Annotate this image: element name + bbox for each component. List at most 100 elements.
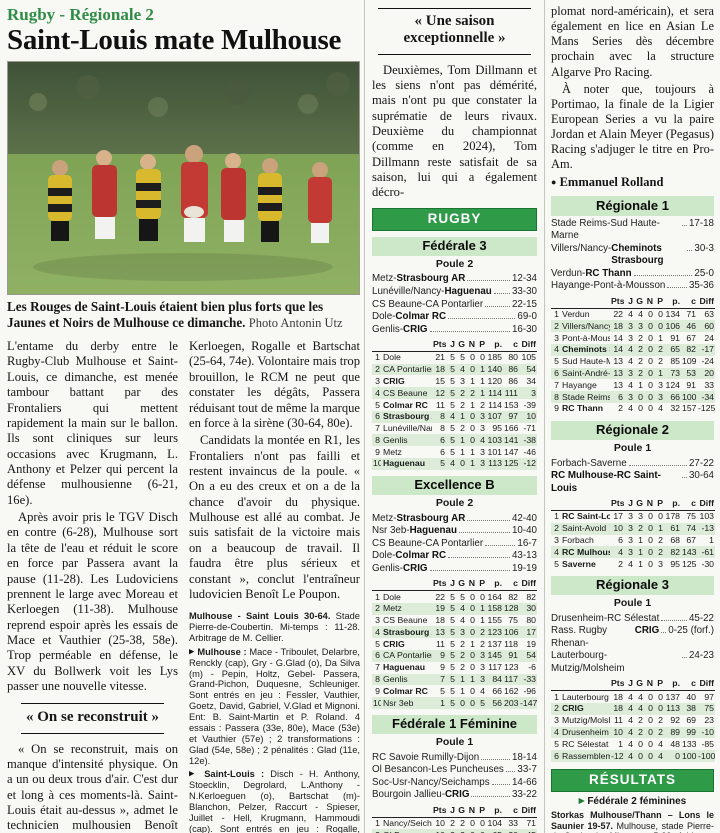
result-line: Lauterbourg-Mutzig/Molsheim 24-23 <box>551 650 714 675</box>
poule-label: Poule 1 <box>613 597 652 610</box>
dot-leader <box>429 330 510 332</box>
team-name: Mulhouse : <box>197 646 247 657</box>
dot-leader <box>485 305 510 307</box>
standings-row: 5 Colmar RC 11 5 2 1 2 114 153 -39 <box>375 399 536 410</box>
lineup-text: Disch - H. Anthony, Stoecklin, Degrolard… <box>189 769 361 833</box>
dot-leader <box>681 224 687 226</box>
result-score: 30-3 <box>694 242 714 254</box>
poule-label: Poule 1 <box>613 441 652 454</box>
result-score: 0-25 (forf.) <box>668 625 714 637</box>
article-body: L'entame du derby entre le Rugby-Club Mu… <box>7 339 360 833</box>
lineups: ▶ Mulhouse : Mace - Triboulet, Delarbre,… <box>189 647 360 833</box>
results-list: Metz- Strasbourg AR 12-34 Lunéville/Nancy- H… <box>372 273 537 336</box>
standings-row: 5 CRIG 11 5 2 1 2 137 118 19 <box>375 638 536 649</box>
result-teams: Lauterbourg-Mutzig/Molsheim <box>551 650 625 674</box>
photo-credit: Photo Antonin Utz <box>248 316 343 331</box>
match-venue: Stade Pierre-de-Coubertin. Mi-temps : 11… <box>189 611 360 643</box>
league-banner: Régionale 1 <box>551 196 714 216</box>
bullet-icon: ● <box>551 177 557 188</box>
standings-row: 6 CA Pontarlier 9 5 2 0 3 145 91 54 <box>372 649 537 662</box>
result-team-bold: Haguenau <box>409 525 457 537</box>
result-teams: Nsr 3eb- <box>372 525 410 537</box>
standings-row: 2 CRIG 18 4 4 0 0 113 38 75 <box>551 702 715 715</box>
match-score: Mulhouse - Saint Louis 30-64. <box>189 611 331 622</box>
standings-row: 2 Saint-Avold 10 3 2 0 1 61 74 -13 <box>551 522 715 535</box>
standings-row: 1RC Saint-Louis17330017875103 <box>554 511 714 522</box>
result-line: Hayange-Pont-à-Mousson 35-36 <box>551 280 714 293</box>
standings-row: 6Rassemblement Rugby Rhenan-1240040100-1… <box>551 750 715 762</box>
triangle-bullet-icon: ▶ <box>189 648 195 656</box>
rugby-ball <box>184 206 204 219</box>
page-title: Saint-Louis mate Mulhouse <box>7 23 342 56</box>
result-teams: Ol Besancon-Les Puncheuses <box>372 764 504 776</box>
byline: ● Emmanuel Rolland <box>551 175 664 190</box>
result-score: 22-15 <box>511 298 537 310</box>
result-teams: Drusenheim-RC Sélestat <box>551 612 660 624</box>
result-teams: Bourgoin Jallieu- <box>372 789 445 801</box>
result-line: Drusenheim-RC Sélestat 45-22 <box>551 613 714 626</box>
standings-row: 3 Forbach 6 3 1 0 2 68 67 1 <box>554 535 714 545</box>
dot-leader <box>481 758 510 760</box>
standings-row: 5 Saverne 2 4 1 0 3 95 125 -30 <box>554 558 714 569</box>
match-sheet: Mulhouse - Saint Louis 30-64. Stade Pier… <box>189 611 360 833</box>
dot-leader <box>467 280 510 282</box>
result-score: 24-23 <box>688 650 714 662</box>
article-subcolumn-2: Kerloegen, Rogalle et Bartschat (25-64, … <box>189 339 360 833</box>
player-mulhouse <box>48 160 72 242</box>
standings-row: 2 Villers/Nancy 18 3 3 0 0 106 46 60 <box>551 320 715 333</box>
result-score: 42-40 <box>511 512 537 524</box>
dot-leader <box>493 293 510 294</box>
match-photo <box>7 61 360 296</box>
paragraph: Deuxièmes, Tom Dillmann et les siens n'o… <box>372 62 537 200</box>
dot-leader <box>471 796 510 798</box>
result-line: RC Mulhouse-RC Saint-Louis 30-64 <box>551 470 714 495</box>
photo-caption: Les Rouges de Saint-Louis étaient bien p… <box>7 299 360 331</box>
player-mulhouse <box>258 158 282 243</box>
paragraph: Candidats la montée en R1, les Frontalie… <box>189 433 360 601</box>
dot-leader <box>505 771 516 773</box>
result-line: Forbach-Saverne 27-22 <box>551 458 714 471</box>
result-team-bold: RC Mulhouse-RC Saint-Louis <box>551 470 661 494</box>
standings-row: 4 Drusenheim 10 4 2 0 2 89 99 -10 <box>551 726 715 739</box>
result-teams: Stade Reims-Sud Haute-Marne <box>551 217 660 242</box>
result-team-bold: RC Thann <box>585 267 632 279</box>
standings-row: 4RC Mulhouse4310282143-61 <box>551 546 715 559</box>
result-team-bold: CRIG <box>444 789 470 801</box>
col-label: J <box>446 339 456 352</box>
league-banner: Excellence B <box>372 475 537 496</box>
standings-row: 10 Nsr 3eb 1 5 0 0 5 56 203 -147 <box>372 697 537 709</box>
result-teams: Forbach-Saverne <box>551 457 627 469</box>
listings-column-middle: « Une saison exceptionnelle » Deuxièmes,… <box>372 4 537 833</box>
result-score: 25-0 <box>694 267 714 279</box>
result-line: Metz- Strasbourg AR 42-40 <box>372 513 537 526</box>
result-line: RC Savoie Rumilly-Dijon 18-14 <box>372 752 537 765</box>
standings-row: 1 Dole 22 5 5 0 0 164 82 82 <box>375 591 536 602</box>
player-saint-louis <box>181 145 208 243</box>
dot-leader <box>458 532 510 534</box>
result-score: 12-34 <box>511 273 537 285</box>
resultats-subheader: ▶ Fédérale 2 féminines <box>578 795 687 807</box>
results-list: Stade Reims-Sud Haute-Marne 17-18 Villers/… <box>551 218 714 293</box>
standings-row: 9 RC Thann 2 4 0 0 4 32 157 -125 <box>554 403 715 414</box>
match-report-text: Mulhouse, stade Pierre-de-Coubertin. Mi-… <box>551 820 715 833</box>
paragraph: Kerloegen, Rogalle et Bartschat (25-64, … <box>189 339 361 430</box>
match-report: Storkas Mulhouse/Thann – Lons le Saunier… <box>551 810 714 833</box>
col-label: c <box>503 339 519 352</box>
result-score: 35-36 <box>688 280 714 292</box>
results-list: Forbach-Saverne 27-22 RC Mulhouse-RC Saint… <box>551 458 714 496</box>
paragraph: Après avoir pris le TGV Disch en contre … <box>7 510 178 694</box>
standings-row: 8 Stade Reims 6 3 0 0 3 66 100 -34 <box>551 391 715 403</box>
